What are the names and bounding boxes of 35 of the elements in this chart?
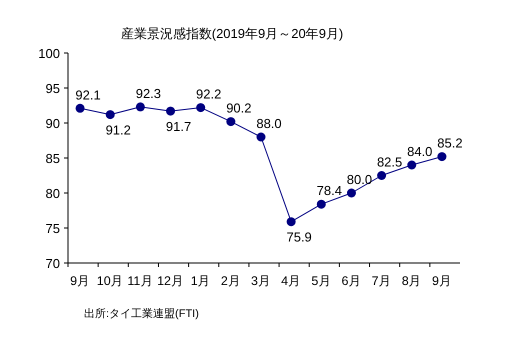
y-tick-label: 90 xyxy=(46,116,60,131)
data-label: 92.2 xyxy=(196,86,222,102)
title: 産業景況感指数(2019年9月～20年9月) xyxy=(120,26,344,41)
data-label: 82.5 xyxy=(376,154,402,170)
data-label: 91.2 xyxy=(106,122,131,138)
data-label: 84.0 xyxy=(407,144,432,159)
x-tick-label: 4月 xyxy=(281,274,302,288)
y-tick-label: 95 xyxy=(46,81,60,96)
data-label: 85.2 xyxy=(437,136,463,151)
x-tick-label: 2月 xyxy=(220,274,241,288)
x-tick-label: 6月 xyxy=(341,274,362,288)
x-tick-label: 10月 xyxy=(96,274,124,288)
x-tick-label: 7月 xyxy=(372,274,392,288)
x-tick-label: 9月 xyxy=(70,274,90,288)
data-label: 80.0 xyxy=(346,172,372,187)
x-tick-label: 12月 xyxy=(157,274,184,288)
x-tick-label: 9月 xyxy=(432,274,452,288)
y-tick-label: 100 xyxy=(38,46,60,61)
x-tick-label: 1月 xyxy=(190,274,211,288)
y-tick-label: 80 xyxy=(46,186,60,201)
data-label: 88.0 xyxy=(256,116,282,131)
data-label: 91.7 xyxy=(166,119,192,134)
text: 出所:タイ工業連盟(FTI) xyxy=(84,307,199,320)
y-tick-label: 70 xyxy=(46,256,60,271)
data-label: 78.4 xyxy=(316,183,342,198)
x-tick-label: 5月 xyxy=(311,274,332,288)
y-tick-label: 75 xyxy=(46,221,60,236)
y-tick-label: 85 xyxy=(46,151,60,166)
data-label: 92.1 xyxy=(75,87,101,102)
x-tick-label: 11月 xyxy=(127,274,154,288)
x-tick-label: 3月 xyxy=(251,274,271,288)
data-label: 75.9 xyxy=(286,230,312,245)
data-label: 90.2 xyxy=(226,100,252,116)
x-tick-label: 8月 xyxy=(402,274,422,288)
data-label: 92.3 xyxy=(136,86,162,101)
